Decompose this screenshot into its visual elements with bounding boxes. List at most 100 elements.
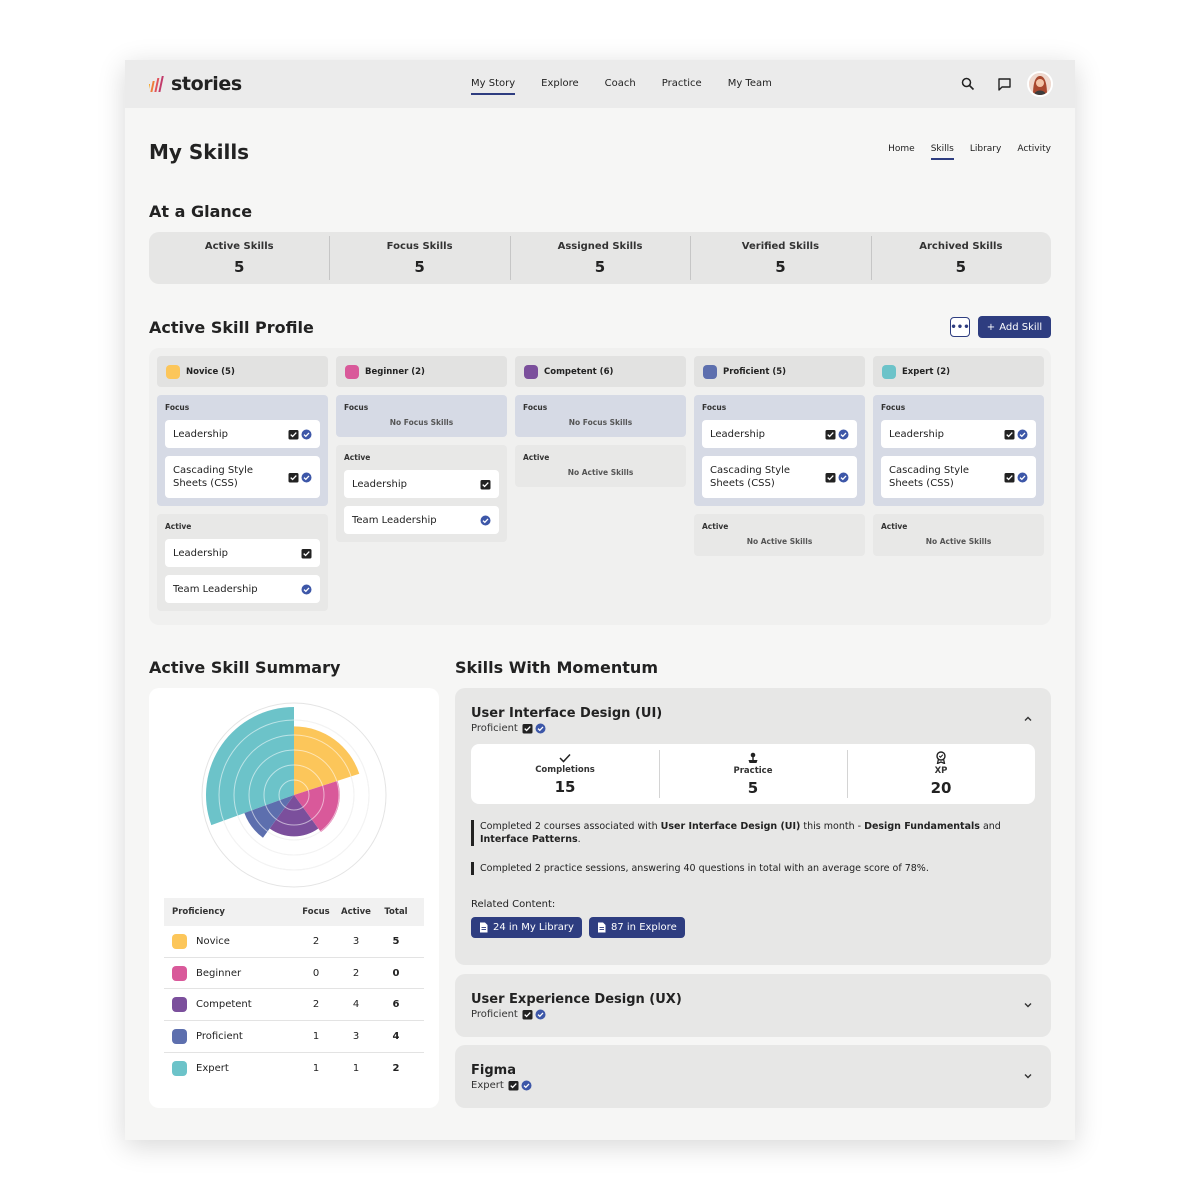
subnav-skills[interactable]: Skills [930, 144, 954, 160]
nav-actions [955, 70, 1053, 98]
skill-card[interactable]: Team Leadership [344, 506, 499, 534]
chart-overlay-ring [248, 749, 340, 841]
level-label: Expert [471, 1080, 504, 1091]
check-icon [559, 753, 571, 763]
proficiency-cell: Beginner [164, 965, 296, 981]
skill-name: Cascading Style Sheets (CSS) [173, 465, 254, 489]
activity-note-practice: Completed 2 practice sessions, answering… [471, 862, 1031, 875]
skill-badges [301, 548, 312, 559]
explore-link[interactable]: 87 in Explore [589, 917, 685, 938]
chevron-down-icon[interactable] [1021, 998, 1035, 1012]
empty-state: No Focus Skills [568, 418, 633, 427]
column-proficient: Proficient (5) Focus Leadership Cascadin… [694, 356, 865, 556]
skill-name: Cascading Style Sheets (CSS) [889, 465, 970, 489]
glance-focus-skills: Focus Skills 5 [329, 232, 509, 284]
verified-badge-icon [838, 472, 849, 482]
skill-card[interactable]: Cascading Style Sheets (CSS) [881, 456, 1036, 498]
glance-value: 5 [233, 257, 245, 276]
level-label: Proficient [471, 1009, 518, 1020]
table-row: Expert 1 1 2 [164, 1053, 424, 1085]
stat-xp: XP 20 [847, 744, 1035, 804]
nav-coach[interactable]: Coach [604, 78, 636, 89]
glance-value: 5 [955, 257, 967, 276]
plus-icon: + [986, 321, 996, 333]
skill-name: Cascading Style Sheets (CSS) [710, 465, 791, 489]
skill-badges [522, 1009, 546, 1020]
color-swatch [345, 364, 359, 379]
skill-card[interactable]: Leadership [881, 420, 1036, 448]
focus-count: 1 [312, 1063, 320, 1075]
subnav-home[interactable]: Home [888, 144, 915, 154]
skill-badges [288, 472, 312, 483]
my-library-link[interactable]: 24 in My Library [471, 917, 582, 938]
document-icon [480, 922, 488, 933]
column-label: Novice (5) [186, 366, 235, 377]
column-beginner: Beginner (2) Focus No Focus Skills Activ… [336, 356, 507, 542]
nav-practice[interactable]: Practice [661, 78, 702, 89]
nav-my-story[interactable]: My Story [458, 60, 528, 108]
search-icon[interactable] [955, 70, 981, 98]
skill-card[interactable]: Leadership [165, 420, 320, 448]
stat-value: 20 [930, 779, 952, 797]
more-options-button[interactable]: ••• [950, 317, 970, 337]
proficiency-radar-chart [201, 702, 387, 888]
skill-card[interactable]: Leadership [702, 420, 857, 448]
assigned-check-icon [480, 479, 491, 489]
note-text: and [979, 821, 1001, 832]
active-group: Active No Active Skills [515, 445, 686, 487]
glance-label: Archived Skills [919, 240, 1003, 252]
stat-value: 5 [747, 778, 759, 797]
skill-card[interactable]: Leadership [344, 470, 499, 498]
empty-state: No Focus Skills [389, 418, 454, 427]
header-focus: Focus [302, 907, 330, 917]
momentum-skill-title: Figma [471, 1063, 516, 1078]
active-count: 2 [352, 967, 360, 979]
assigned-check-icon [508, 1081, 519, 1091]
momentum-skill-collapsed[interactable]: User Experience Design (UX) Proficient [455, 974, 1051, 1037]
nav-explore[interactable]: Explore [541, 78, 579, 89]
skill-card[interactable]: Leadership [165, 539, 320, 567]
stat-label: Completions [535, 764, 595, 775]
proficiency-name: Proficient [196, 1030, 243, 1042]
focus-group: Focus Leadership Cascading Style Sheets … [694, 395, 865, 506]
momentum-stats: Completions 15 Practice 5 XP 20 [471, 744, 1035, 804]
summary-card: Proficiency Focus Active Total Novice 2 3 5… [149, 688, 439, 1108]
chat-icon[interactable] [991, 70, 1017, 98]
subnav-library[interactable]: Library [969, 144, 1002, 154]
group-label: Active [523, 453, 550, 462]
column-label: Expert (2) [902, 366, 951, 377]
assigned-check-icon [825, 472, 836, 482]
color-swatch [172, 933, 187, 949]
chevron-down-icon[interactable] [1021, 1069, 1035, 1083]
note-text: Completed 2 courses associated with [480, 821, 661, 832]
skill-name: Leadership [889, 428, 944, 440]
chart-grid-ring [201, 702, 387, 888]
total-count: 5 [392, 935, 400, 947]
skill-card[interactable]: Team Leadership [165, 575, 320, 603]
momentum-skill-collapsed[interactable]: Figma Expert [455, 1045, 1051, 1108]
skill-name: Team Leadership [173, 583, 258, 595]
app-window: stories My Story Explore Coach Practice … [125, 60, 1075, 1140]
group-label: Active [881, 522, 908, 531]
proficiency-name: Novice [196, 935, 230, 947]
logo-text: stories [171, 73, 242, 95]
active-group: Active No Active Skills [694, 514, 865, 556]
header-active: Active [341, 907, 371, 917]
chevron-up-icon[interactable] [1021, 712, 1035, 726]
subnav-activity[interactable]: Activity [1017, 144, 1051, 154]
skill-card[interactable]: Cascading Style Sheets (CSS) [165, 456, 320, 498]
assigned-check-icon [301, 548, 312, 558]
nav-my-team[interactable]: My Team [727, 78, 772, 89]
chart-sector-beginner [294, 780, 340, 833]
skill-card[interactable]: Cascading Style Sheets (CSS) [702, 456, 857, 498]
table-row: Competent 2 4 6 [164, 989, 424, 1022]
add-skill-button[interactable]: + Add Skill [978, 316, 1051, 338]
logo[interactable]: stories [149, 72, 242, 96]
skill-badges [1004, 472, 1028, 483]
proficiency-cell: Proficient [164, 1028, 296, 1044]
chart-overlay-ring [263, 764, 325, 826]
color-swatch [166, 364, 180, 379]
chip-label: 24 in My Library [493, 922, 574, 933]
avatar[interactable] [1027, 71, 1053, 97]
note-course-name: Interface Patterns [480, 834, 578, 845]
